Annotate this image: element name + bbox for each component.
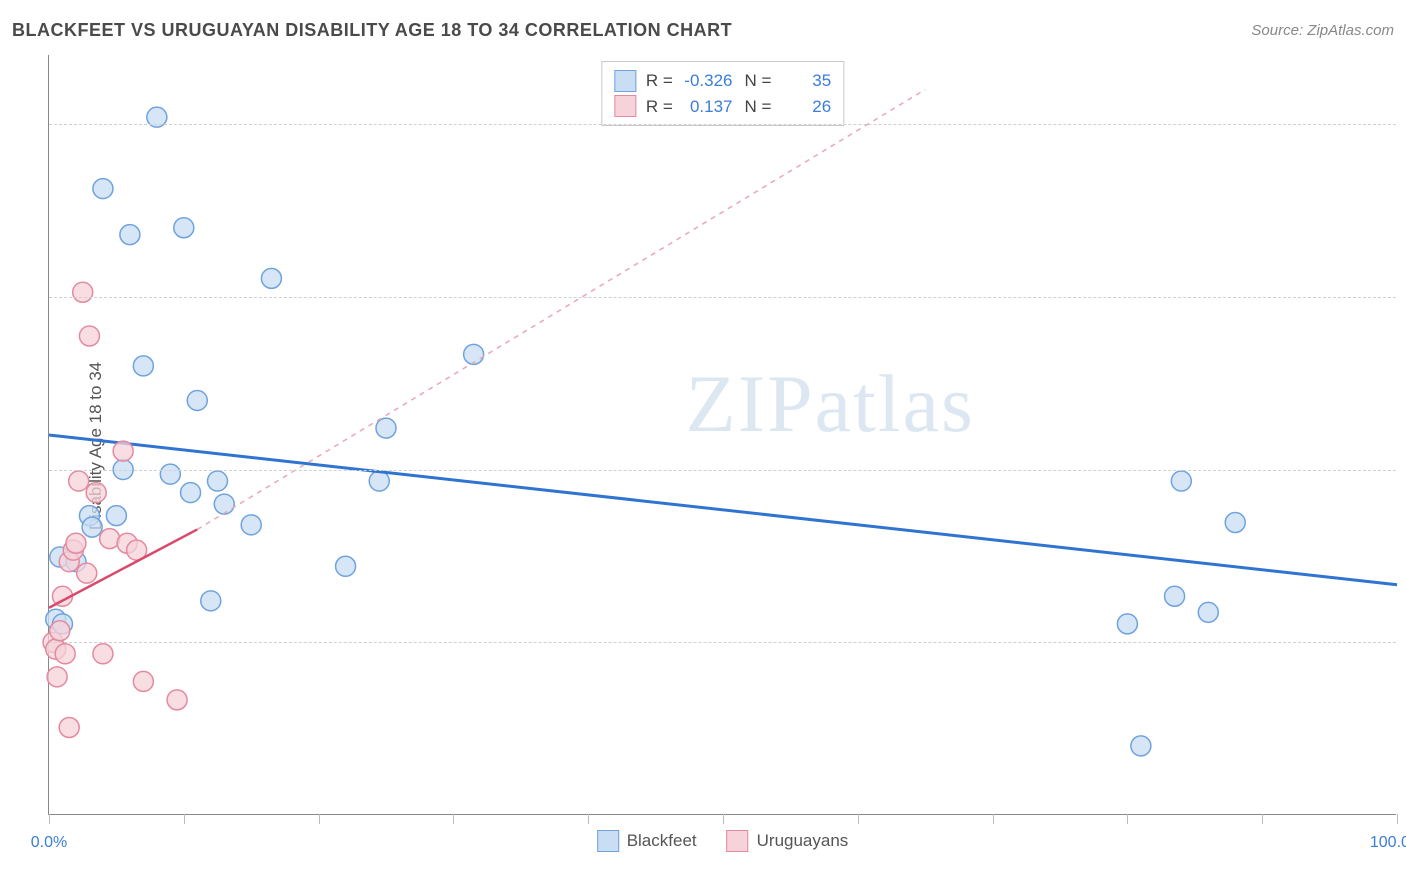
chart-svg — [49, 55, 1396, 814]
legend-item-blackfeet: Blackfeet — [597, 830, 697, 852]
data-point — [73, 282, 93, 302]
data-point — [261, 268, 281, 288]
plot-area: ZIPatlas R = -0.326N = 35 R = 0.137N = 2… — [48, 55, 1396, 815]
legend-stats: R = -0.326N = 35 R = 0.137N = 26 — [601, 61, 844, 126]
data-point — [69, 471, 89, 491]
data-point — [93, 179, 113, 199]
x-tick — [1262, 814, 1263, 824]
x-tick — [1397, 814, 1398, 824]
x-tick — [49, 814, 50, 824]
data-point — [208, 471, 228, 491]
gridline — [49, 124, 1396, 125]
data-point — [82, 517, 102, 537]
data-point — [86, 483, 106, 503]
swatch-uruguayans — [727, 830, 749, 852]
x-tick — [319, 814, 320, 824]
data-point — [93, 644, 113, 664]
regression-line — [49, 435, 1397, 585]
swatch-uruguayans — [614, 95, 636, 117]
data-point — [106, 506, 126, 526]
data-point — [181, 483, 201, 503]
data-point — [1117, 614, 1137, 634]
data-point — [133, 671, 153, 691]
data-point — [376, 418, 396, 438]
x-tick-label: 0.0% — [31, 834, 67, 852]
swatch-blackfeet — [597, 830, 619, 852]
x-tick — [993, 814, 994, 824]
data-point — [1131, 736, 1151, 756]
data-point — [50, 621, 70, 641]
data-point — [369, 471, 389, 491]
gridline — [49, 470, 1396, 471]
x-tick — [184, 814, 185, 824]
extrapolation-line — [197, 90, 925, 530]
gridline — [49, 642, 1396, 643]
legend-stats-row: R = -0.326N = 35 — [614, 68, 831, 94]
data-point — [167, 690, 187, 710]
data-point — [59, 717, 79, 737]
data-point — [1171, 471, 1191, 491]
swatch-blackfeet — [614, 70, 636, 92]
legend-item-uruguayans: Uruguayans — [727, 830, 849, 852]
source-credit: Source: ZipAtlas.com — [1251, 22, 1394, 39]
data-point — [1225, 513, 1245, 533]
data-point — [336, 556, 356, 576]
data-point — [201, 591, 221, 611]
data-point — [187, 390, 207, 410]
data-point — [464, 344, 484, 364]
data-point — [214, 494, 234, 514]
gridline — [49, 297, 1396, 298]
data-point — [47, 667, 67, 687]
data-point — [1198, 602, 1218, 622]
x-tick — [588, 814, 589, 824]
x-tick — [1127, 814, 1128, 824]
legend-series: Blackfeet Uruguayans — [597, 830, 849, 852]
data-point — [1165, 586, 1185, 606]
data-point — [160, 464, 180, 484]
legend-stats-row: R = 0.137N = 26 — [614, 94, 831, 120]
data-point — [55, 644, 75, 664]
x-tick — [858, 814, 859, 824]
data-point — [241, 515, 261, 535]
data-point — [79, 326, 99, 346]
data-point — [120, 225, 140, 245]
data-point — [77, 563, 97, 583]
x-tick — [453, 814, 454, 824]
data-point — [66, 533, 86, 553]
data-point — [113, 441, 133, 461]
x-tick-label: 100.0% — [1370, 834, 1406, 852]
data-point — [133, 356, 153, 376]
data-point — [100, 529, 120, 549]
chart-title: BLACKFEET VS URUGUAYAN DISABILITY AGE 18… — [12, 20, 732, 41]
x-tick — [723, 814, 724, 824]
data-point — [174, 218, 194, 238]
